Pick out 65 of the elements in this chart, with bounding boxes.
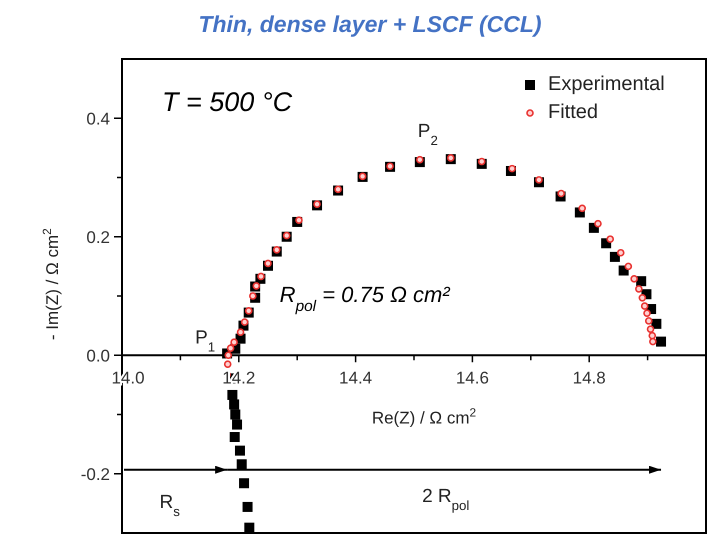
point — [227, 390, 238, 400]
point — [236, 459, 247, 470]
y-tick-label: 0.2 — [86, 228, 110, 247]
point — [240, 318, 248, 326]
point — [648, 332, 656, 340]
point — [239, 478, 250, 488]
point — [535, 176, 543, 184]
point — [508, 164, 516, 172]
point — [334, 186, 342, 194]
point — [635, 285, 643, 293]
point — [230, 410, 240, 420]
annotation: 2 R$_{pol}$ — [422, 486, 470, 512]
point — [578, 204, 586, 212]
annotation: P$_{1}$ — [195, 327, 216, 354]
point — [651, 318, 662, 329]
x-axis-title: Re(Z) / Ω cm$^{2}$ — [372, 405, 477, 428]
point — [643, 309, 651, 317]
point — [446, 154, 455, 162]
point — [224, 351, 232, 360]
point — [606, 235, 614, 243]
annotation: R$_{pol}$ = 0.75 Ω cm² — [280, 282, 450, 314]
point — [234, 446, 245, 456]
point — [295, 216, 303, 224]
point — [649, 338, 657, 346]
x-tick-label: 14.8 — [572, 368, 606, 388]
chart-title: Thin, dense layer + LSCF (CCL) — [198, 11, 542, 37]
point — [646, 325, 654, 333]
point — [224, 360, 232, 368]
legend-label: Fitted — [548, 101, 598, 123]
point — [249, 292, 257, 300]
point — [616, 248, 625, 257]
point — [624, 262, 632, 270]
y-tick-label: 0.0 — [86, 346, 110, 366]
point — [272, 246, 281, 254]
point — [557, 190, 565, 198]
point — [226, 344, 234, 352]
legend-label: Experimental — [548, 73, 665, 95]
point — [229, 399, 240, 410]
annotation: T = 500 °C — [162, 87, 293, 117]
point — [630, 275, 638, 283]
point — [640, 302, 648, 310]
x-tick-label: 14.6 — [456, 368, 489, 388]
point — [656, 336, 666, 347]
point — [282, 232, 290, 240]
y-tick-label: -0.2 — [80, 464, 110, 484]
point — [478, 158, 486, 166]
annotation: R$_{s}$ — [160, 492, 180, 518]
point — [230, 338, 238, 346]
point — [638, 294, 646, 302]
point — [244, 307, 253, 315]
point — [242, 502, 253, 512]
point — [244, 522, 254, 533]
point — [313, 200, 321, 208]
point — [594, 220, 602, 228]
annotation: P$_{2}$ — [418, 121, 438, 148]
point — [230, 432, 240, 442]
x-tick-label: 14.4 — [339, 368, 372, 388]
y-tick-label: 0.4 — [86, 109, 110, 128]
point — [644, 317, 653, 325]
point — [257, 272, 265, 280]
point — [264, 260, 272, 268]
point — [416, 156, 424, 164]
point — [232, 420, 242, 430]
point — [236, 328, 244, 336]
point — [252, 282, 260, 290]
